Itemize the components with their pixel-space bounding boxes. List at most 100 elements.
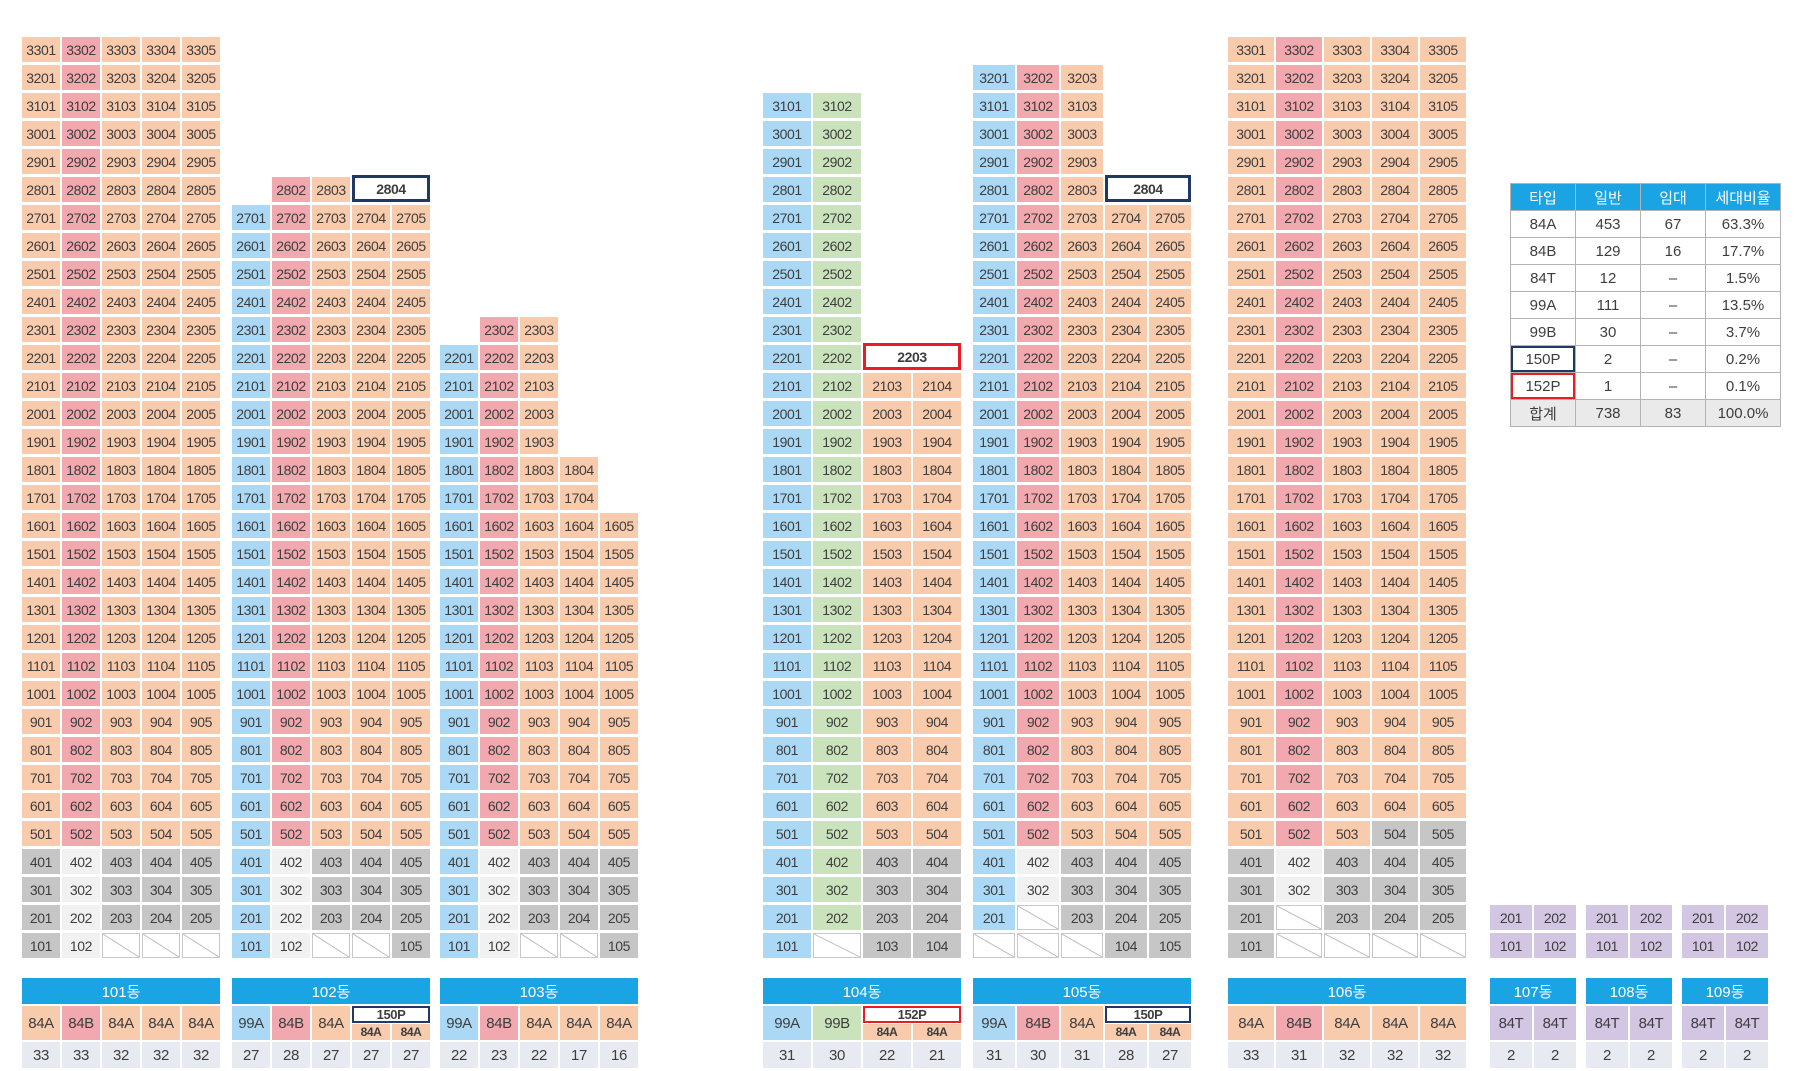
unit-cell: 1203 bbox=[312, 625, 350, 650]
diagonal-line bbox=[974, 934, 1014, 957]
unit-cell: 2205 bbox=[392, 345, 430, 370]
unit-cell: 803 bbox=[312, 737, 350, 762]
unit-cell: 1603 bbox=[520, 513, 558, 538]
unit-cell: 1604 bbox=[142, 513, 180, 538]
unit-cell: 1301 bbox=[440, 597, 478, 622]
unit-cell: 105 bbox=[1149, 933, 1191, 958]
unit-cell: 2101 bbox=[1228, 373, 1274, 398]
unit-cell: 2502 bbox=[62, 261, 100, 286]
unit-cell: 301 bbox=[22, 877, 60, 902]
unit-cell: 1303 bbox=[312, 597, 350, 622]
penthouse-unit-cell: 2804 bbox=[352, 175, 430, 202]
unit-cell: 2801 bbox=[22, 177, 60, 202]
unit-cell: 1603 bbox=[312, 513, 350, 538]
unit-cell: 1202 bbox=[1276, 625, 1322, 650]
diagonal-line bbox=[1277, 906, 1321, 929]
unit-cell: 1002 bbox=[813, 681, 861, 706]
unit-cell: 2705 bbox=[392, 205, 430, 230]
unit-cell: 2505 bbox=[1149, 261, 1191, 286]
footer-count-cell: 16 bbox=[600, 1042, 638, 1068]
legend-type-cell: 84A bbox=[1511, 211, 1575, 237]
unit-cell: 2401 bbox=[22, 289, 60, 314]
unit-cell: 904 bbox=[142, 709, 180, 734]
unit-cell: 302 bbox=[1276, 877, 1322, 902]
unit-cell: 2704 bbox=[1105, 205, 1147, 230]
unit-cell: 401 bbox=[763, 849, 811, 874]
unit-cell: 2301 bbox=[22, 317, 60, 342]
unit-cell: 1102 bbox=[813, 653, 861, 678]
unit-cell: 405 bbox=[1149, 849, 1191, 874]
unit-cell: 605 bbox=[1420, 793, 1466, 818]
unit-cell: 1704 bbox=[560, 485, 598, 510]
building-name-bar: 103동 bbox=[440, 978, 638, 1004]
unit-cell: 2602 bbox=[1017, 233, 1059, 258]
unit-cell: 702 bbox=[1017, 765, 1059, 790]
empty-cell bbox=[352, 933, 390, 958]
unit-cell: 602 bbox=[62, 793, 100, 818]
unit-cell: 1401 bbox=[232, 569, 270, 594]
unit-cell: 1802 bbox=[1017, 457, 1059, 482]
footer-type-cell: 84A bbox=[1372, 1006, 1418, 1040]
unit-cell: 504 bbox=[1105, 821, 1147, 846]
diagonal-line bbox=[143, 934, 179, 957]
unit-cell: 101 bbox=[1682, 933, 1724, 958]
unit-cell: 305 bbox=[1149, 877, 1191, 902]
diagonal-line bbox=[1277, 934, 1321, 957]
unit-cell: 1602 bbox=[1017, 513, 1059, 538]
unit-cell: 2703 bbox=[1324, 205, 1370, 230]
footer-type-cell: 84A bbox=[22, 1006, 60, 1040]
unit-cell: 2101 bbox=[973, 373, 1015, 398]
unit-cell: 1302 bbox=[1276, 597, 1322, 622]
unit-cell: 1205 bbox=[392, 625, 430, 650]
legend-type-cell: 84B bbox=[1511, 238, 1575, 264]
unit-cell: 305 bbox=[182, 877, 220, 902]
unit-cell: 2004 bbox=[142, 401, 180, 426]
footer-count-cell: 32 bbox=[1372, 1042, 1418, 1068]
unit-cell: 3301 bbox=[1228, 37, 1274, 62]
unit-cell: 2504 bbox=[352, 261, 390, 286]
unit-cell: 403 bbox=[312, 849, 350, 874]
unit-cell: 203 bbox=[520, 905, 558, 930]
unit-cell: 1105 bbox=[392, 653, 430, 678]
unit-cell: 1001 bbox=[440, 681, 478, 706]
unit-cell: 203 bbox=[863, 905, 911, 930]
unit-cell: 1801 bbox=[440, 457, 478, 482]
unit-cell: 301 bbox=[440, 877, 478, 902]
unit-cell: 2703 bbox=[1061, 205, 1103, 230]
unit-cell: 303 bbox=[863, 877, 911, 902]
unit-cell: 705 bbox=[1149, 765, 1191, 790]
unit-cell: 2103 bbox=[520, 373, 558, 398]
unit-cell: 2003 bbox=[1061, 401, 1103, 426]
legend-type-cell: 합계 bbox=[1511, 400, 1575, 426]
unit-cell: 203 bbox=[102, 905, 140, 930]
unit-cell: 1803 bbox=[863, 457, 911, 482]
unit-cell: 1203 bbox=[1061, 625, 1103, 650]
unit-cell: 1501 bbox=[1228, 541, 1274, 566]
unit-cell: 105 bbox=[392, 933, 430, 958]
unit-cell: 2504 bbox=[1105, 261, 1147, 286]
unit-cell: 2704 bbox=[352, 205, 390, 230]
unit-cell: 2901 bbox=[1228, 149, 1274, 174]
unit-cell: 1905 bbox=[1420, 429, 1466, 454]
footer-penthouse-label: 150P bbox=[352, 1006, 430, 1023]
footer-count-cell: 28 bbox=[1105, 1042, 1147, 1068]
unit-cell: 1403 bbox=[863, 569, 911, 594]
footer-type-cell: 84B bbox=[1017, 1006, 1059, 1040]
unit-cell: 1802 bbox=[813, 457, 861, 482]
unit-cell: 1102 bbox=[1276, 653, 1322, 678]
unit-cell: 1103 bbox=[520, 653, 558, 678]
unit-cell: 2604 bbox=[1105, 233, 1147, 258]
unit-cell: 1102 bbox=[272, 653, 310, 678]
unit-cell: 205 bbox=[182, 905, 220, 930]
unit-cell: 805 bbox=[182, 737, 220, 762]
unit-cell: 1501 bbox=[763, 541, 811, 566]
legend-ratio-cell: 0.2% bbox=[1706, 346, 1780, 372]
unit-cell: 302 bbox=[272, 877, 310, 902]
unit-cell: 1902 bbox=[272, 429, 310, 454]
unit-cell: 1003 bbox=[102, 681, 140, 706]
unit-cell: 1202 bbox=[813, 625, 861, 650]
unit-cell: 501 bbox=[440, 821, 478, 846]
unit-cell: 404 bbox=[142, 849, 180, 874]
unit-cell: 1901 bbox=[973, 429, 1015, 454]
empty-cell bbox=[102, 933, 140, 958]
